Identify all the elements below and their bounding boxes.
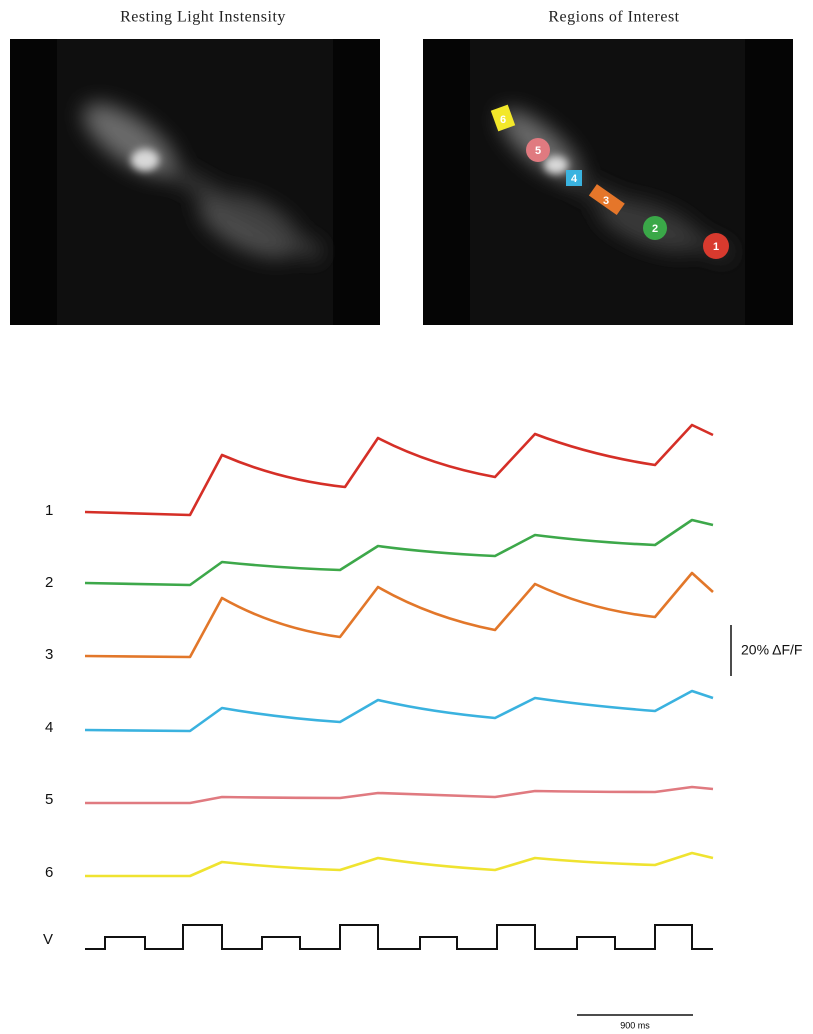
trace <box>85 691 713 731</box>
traces <box>85 425 713 949</box>
image-right: 6 5 4 3 2 1 <box>423 39 793 325</box>
roi-label: 1 <box>713 241 719 253</box>
image-left <box>10 39 380 325</box>
trace <box>85 520 713 585</box>
panel-title: Regions of Interest <box>548 9 679 26</box>
trace <box>85 425 713 515</box>
roi-label: 6 <box>500 114 506 126</box>
roi-label: 2 <box>652 223 658 235</box>
roi-label: 3 <box>603 195 609 207</box>
scale-label: 20% ΔF/F <box>741 642 802 658</box>
trace-label: 1 <box>45 502 53 519</box>
trace-label: 5 <box>45 791 53 808</box>
roi-label: 5 <box>535 145 541 157</box>
figure: Resting Light Instensity Regions of Inte… <box>0 0 813 1034</box>
voltage-trace <box>85 925 713 949</box>
scale-label: 900 ms <box>620 1020 650 1030</box>
trace-label: 4 <box>45 719 53 736</box>
trace <box>85 853 713 876</box>
panel-title: Resting Light Instensity <box>120 9 286 26</box>
trace-label: V <box>43 931 53 948</box>
trace-label: 3 <box>45 646 53 663</box>
trace-label: 2 <box>45 574 53 591</box>
trace-label: 6 <box>45 864 53 881</box>
trace <box>85 787 713 803</box>
roi-label: 4 <box>571 173 578 185</box>
